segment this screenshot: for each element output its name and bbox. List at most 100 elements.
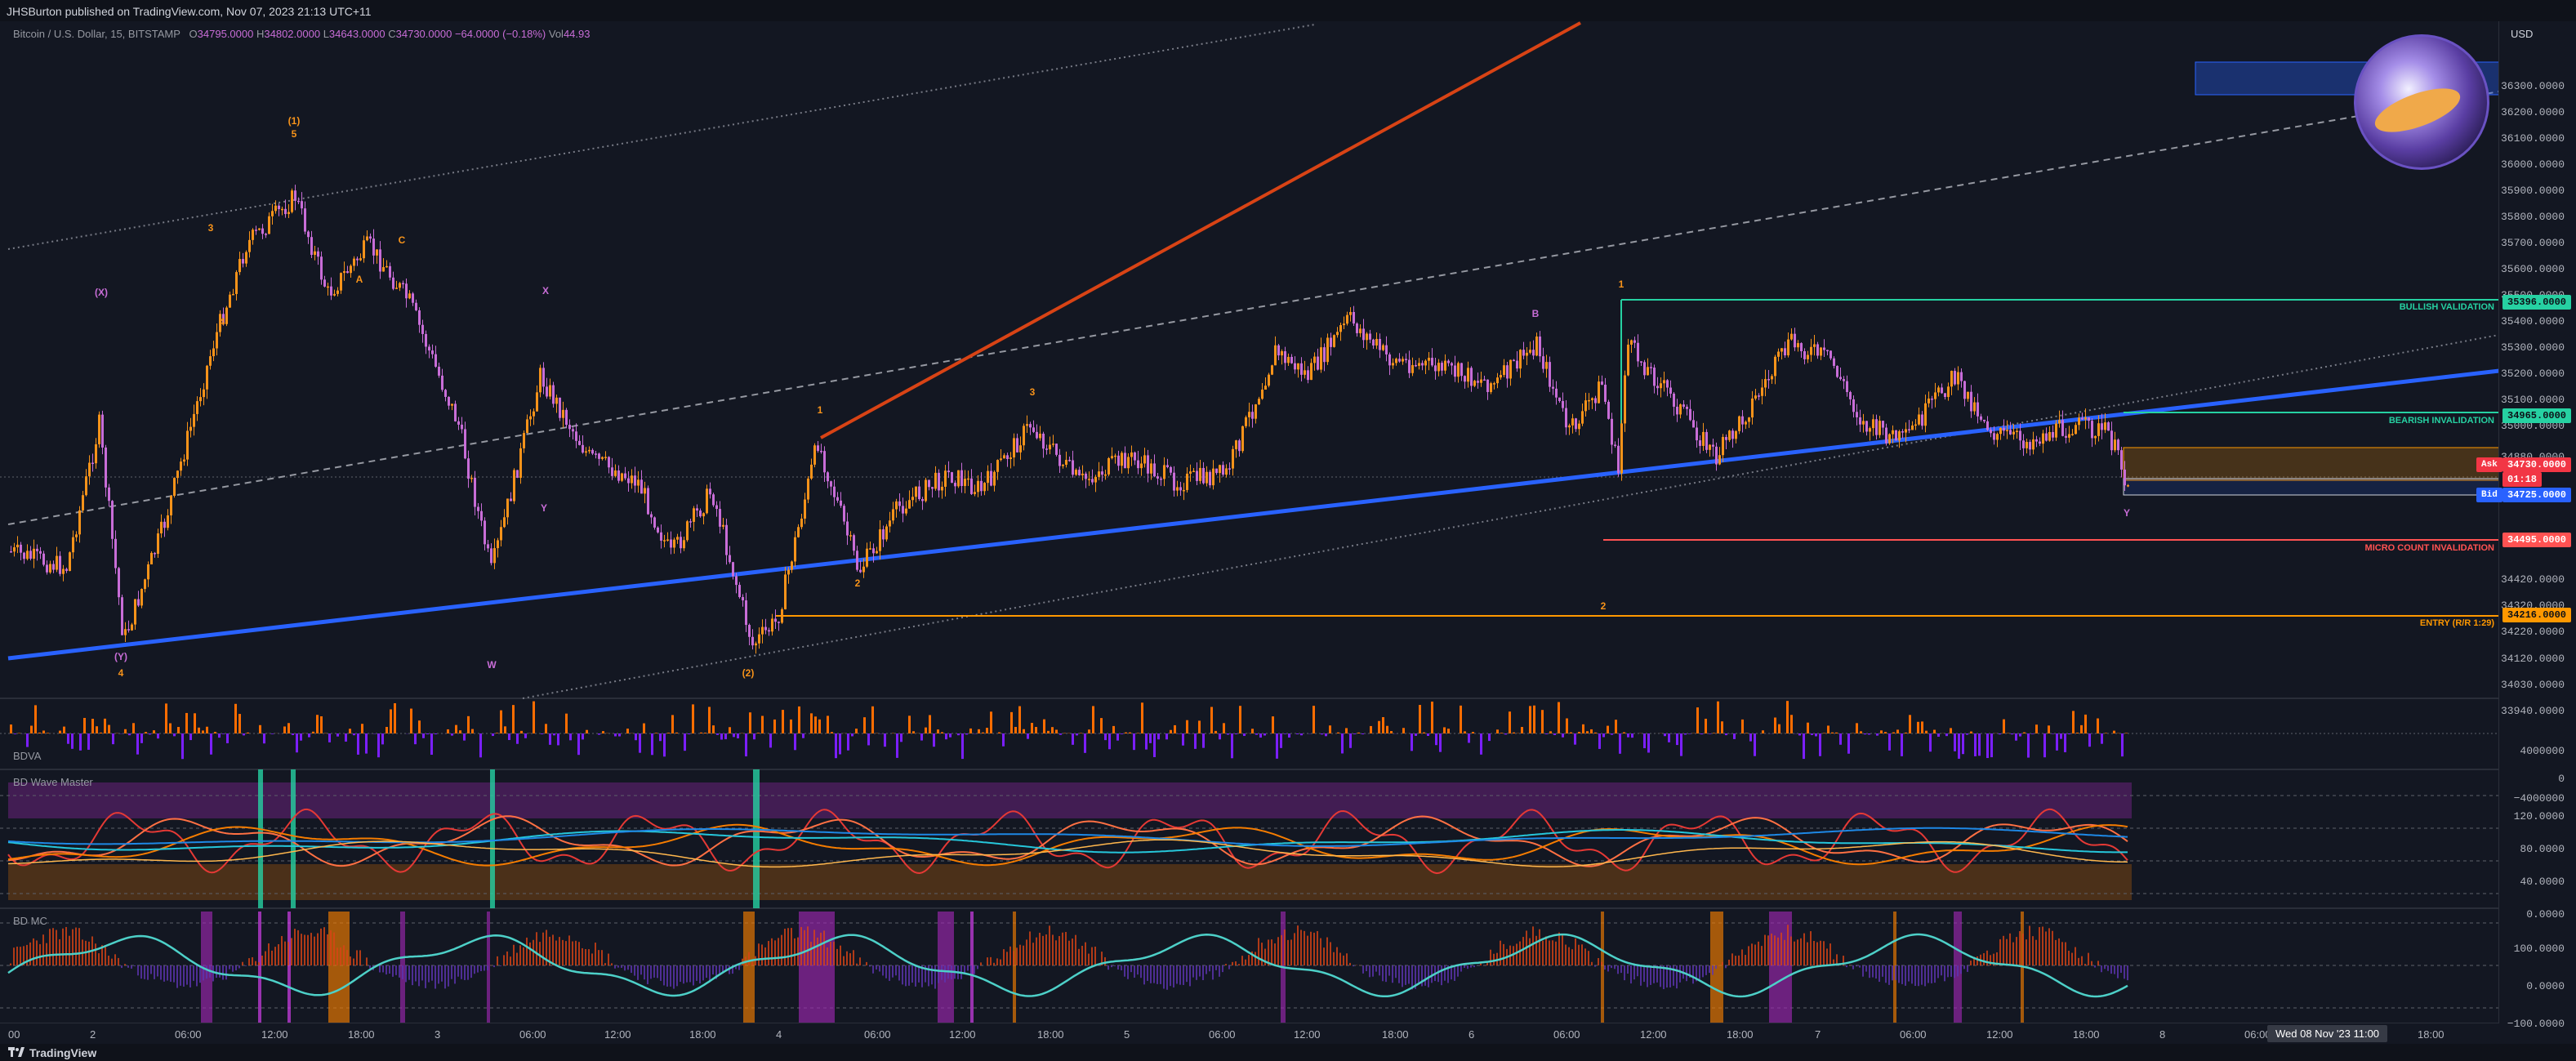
mc-bar <box>810 942 812 965</box>
bdva-bar <box>659 733 662 742</box>
time-axis[interactable]: 00 2 06:00 12:00 18:00 3 06:00 12:00 18:00 4 06:00… <box>0 1023 2499 1045</box>
mc-bar <box>1957 965 1959 977</box>
bdmc-pane[interactable] <box>0 912 2499 1023</box>
candle-body <box>1215 468 1218 474</box>
candle-body <box>595 453 597 455</box>
mc-bar <box>379 965 381 973</box>
countdown-tag: 01:18 <box>2502 472 2543 487</box>
candle-body <box>800 518 803 528</box>
mc-bar <box>1823 941 1825 965</box>
candle-body <box>996 460 999 472</box>
time-label: 12:00 <box>949 1028 976 1041</box>
candle-body <box>699 510 702 517</box>
candle-body <box>1784 348 1786 356</box>
bdva-bar <box>132 723 135 733</box>
candle-body <box>2110 430 2113 451</box>
mc-bar <box>794 938 796 965</box>
bdva-bar <box>1811 733 1813 735</box>
bdva-bar <box>271 733 274 734</box>
candle-body <box>189 426 192 431</box>
mc-bar <box>575 940 577 965</box>
candle-body <box>1382 345 1384 350</box>
mc-bar <box>1114 965 1116 966</box>
candle-body <box>131 624 133 631</box>
bdva-bar <box>1876 733 1879 736</box>
candle-body <box>1245 417 1247 426</box>
bdva-bar <box>2101 733 2103 744</box>
candle-body <box>219 314 221 332</box>
mc-bar <box>1111 965 1112 968</box>
candle-body <box>1865 421 1868 432</box>
candle-body <box>1072 460 1074 475</box>
bdva-bar <box>1990 733 1993 758</box>
candle-body <box>1751 398 1754 418</box>
wave-master-pane[interactable] <box>0 769 2499 908</box>
candle-body <box>105 447 107 488</box>
mc-bar <box>715 965 717 979</box>
candle-body <box>2075 425 2077 435</box>
candle-body <box>1761 387 1763 396</box>
candle-body <box>147 564 149 580</box>
signal-bar <box>490 769 495 908</box>
mc-bar <box>1016 947 1018 965</box>
candle-body <box>1516 360 1518 369</box>
mc-bar <box>23 946 25 965</box>
mc-bar <box>1539 929 1540 965</box>
candle-body <box>1307 370 1309 381</box>
candle-body <box>1454 365 1456 377</box>
wave-master-title[interactable]: BD Wave Master <box>13 776 93 788</box>
tradingview-brand[interactable]: TradingView <box>29 1046 97 1059</box>
wave-master-tick: 40.0000 <box>2520 876 2565 888</box>
mc-highlight <box>328 912 350 1023</box>
bdva-bar <box>1986 733 1989 759</box>
candle-body <box>1052 444 1054 445</box>
bdmc-title[interactable]: BD MC <box>13 915 47 927</box>
candle-body <box>415 302 417 310</box>
symbol-name[interactable]: Bitcoin / U.S. Dollar, 15, BITSTAMP <box>13 28 180 40</box>
candle-body <box>778 622 780 623</box>
candle-body <box>813 445 816 465</box>
mc-bar <box>405 965 407 983</box>
bdva-bar <box>2035 724 2038 733</box>
candle-body <box>127 629 130 631</box>
bdva-bar <box>1051 727 1054 733</box>
mc-bar <box>1937 965 1939 979</box>
mc-bar <box>1614 965 1616 970</box>
mc-bar <box>1372 965 1374 977</box>
mc-bar <box>1415 965 1416 989</box>
chart-area[interactable]: (1) 5 3 4 (X) (Y) 4 (2) 2 1 B C A X Y W 3 1 2 Y <box>0 21 2500 1023</box>
bdva-bar <box>790 719 792 733</box>
bdva-bar <box>1214 730 1217 733</box>
candle-body <box>902 506 904 514</box>
mc-bar <box>62 928 64 965</box>
mc-bar <box>680 965 681 983</box>
mc-bar <box>820 932 822 965</box>
candle-body <box>666 539 669 541</box>
price-tick: 35400.0000 <box>2500 315 2565 328</box>
mc-bar <box>1885 965 1887 983</box>
candle-body <box>983 483 986 492</box>
candle-body <box>1712 444 1714 447</box>
bearish-invalidation-label: BEARISH INVALIDATION <box>2388 416 2494 426</box>
price-scale[interactable]: USD 36300.0000 36200.0000 36100.0000 36000.… <box>2498 21 2576 1030</box>
mc-bar <box>1202 965 1204 980</box>
bdva-bar <box>1754 733 1756 756</box>
bdva-bar <box>745 733 747 757</box>
candle-body <box>2012 431 2015 435</box>
bdva-bar <box>349 729 351 733</box>
candle-body <box>278 205 280 209</box>
candle-body <box>1160 478 1162 480</box>
candle-body <box>964 479 966 487</box>
candle-body <box>925 479 927 502</box>
bdva-bar <box>1362 733 1364 735</box>
candle-body <box>461 424 463 430</box>
currency-label: USD <box>2511 28 2534 40</box>
bdva-bar <box>202 730 204 733</box>
bdva-title[interactable]: BDVA <box>13 750 42 762</box>
symbol-legend[interactable]: Bitcoin / U.S. Dollar, 15, BITSTAMP O347… <box>13 28 591 40</box>
mc-bar <box>114 954 116 965</box>
bdva-pane[interactable] <box>0 701 2499 760</box>
mc-bar <box>46 943 47 965</box>
